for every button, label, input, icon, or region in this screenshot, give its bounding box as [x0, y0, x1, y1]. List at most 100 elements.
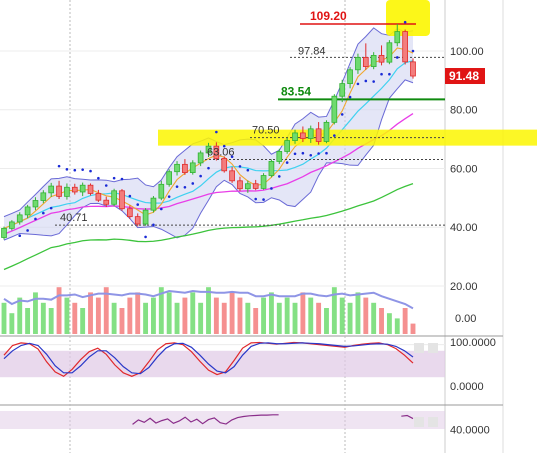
candle-body: [260, 175, 267, 189]
volume-bar: [261, 297, 266, 334]
volume-bar: [300, 292, 306, 334]
sar-dot: [112, 176, 116, 180]
price-tick-label: 60.00: [450, 163, 478, 175]
osc-panel-button-2[interactable]: [428, 343, 438, 353]
level-83-label: 83.54: [281, 84, 311, 98]
volume-bar: [206, 287, 211, 334]
volume-bar: [198, 302, 204, 334]
parabolic-sar-layer: [18, 20, 415, 239]
sar-dot: [128, 194, 132, 198]
last-price-tag: [445, 68, 485, 85]
candle-body: [24, 206, 31, 216]
sar-dot: [120, 177, 124, 181]
sar-dot: [34, 217, 37, 221]
volume-bar: [410, 323, 416, 334]
candle-body: [150, 197, 157, 211]
volume-bar: [95, 297, 101, 334]
volume-bar: [56, 287, 62, 334]
candle-body: [197, 152, 204, 164]
sar-dot: [97, 176, 100, 180]
bollinger-lower-line: [3, 79, 414, 241]
sar-dot: [42, 211, 45, 215]
sar-dot: [372, 80, 375, 83]
ind-panel-button-1[interactable]: [414, 417, 424, 427]
candle-body: [378, 54, 385, 63]
price-tick-label: 20.00: [450, 281, 478, 293]
osc-panel-button-1[interactable]: [414, 343, 424, 353]
volume-bar: [25, 308, 31, 334]
volume-bar: [127, 297, 133, 334]
sar-dot: [246, 168, 250, 172]
candle-body: [189, 162, 196, 173]
volume-bar: [386, 313, 392, 334]
annotation-layer: 109.20 97.84 83.54 70.50 63.06 40.71 91.48: [60, 9, 485, 224]
high-label: 109.20: [310, 9, 347, 23]
candle-body: [64, 186, 70, 197]
sma-mid-line: [3, 60, 414, 229]
volume-bar: [158, 287, 164, 334]
last-price-label: 91.48: [449, 69, 479, 83]
candle-body: [205, 145, 212, 154]
candle-body: [213, 145, 220, 159]
volume-bar: [182, 297, 188, 334]
axis-layer: 100.00 80.00 60.00 40.00 20.00 0.00 100.0000 0.…: [450, 46, 496, 437]
volume-bar: [17, 297, 23, 334]
candle-body: [268, 161, 275, 176]
volume-bar: [72, 302, 78, 334]
sar-dot: [348, 95, 352, 99]
volume-bar: [80, 308, 86, 334]
candle-body: [40, 192, 47, 201]
volume-bar: [1, 302, 7, 334]
sar-dot: [262, 198, 265, 201]
sar-dot: [317, 152, 320, 155]
sar-dot: [191, 182, 195, 185]
sar-dot: [136, 203, 140, 206]
sar-dot: [144, 235, 147, 239]
candle-body: [16, 214, 23, 223]
volume-bar: [363, 297, 369, 334]
moving-average-layer: [3, 47, 414, 271]
indicator-line: [401, 414, 414, 420]
sar-dot: [65, 168, 69, 171]
candle-body: [32, 200, 39, 208]
volume-bar: [339, 297, 345, 334]
indicator-line: [132, 414, 279, 425]
sar-dot: [57, 164, 61, 168]
candle-body: [142, 209, 149, 225]
sar-dot: [301, 151, 305, 155]
sar-dot: [18, 234, 22, 238]
sar-dot: [49, 206, 53, 210]
volume-bar: [394, 318, 400, 334]
sar-dot: [340, 113, 344, 116]
sar-dot: [309, 153, 313, 157]
volume-bar: [88, 292, 93, 334]
volume-bar: [213, 297, 219, 334]
volume-bar: [347, 302, 353, 334]
candle-body: [166, 171, 173, 185]
sar-dot: [356, 82, 360, 86]
volume-bar: [119, 308, 125, 334]
volume-bar: [237, 297, 243, 334]
sar-dot: [89, 169, 92, 173]
volume-tick-label: 0.00: [455, 313, 476, 325]
oscillator-layer: [0, 341, 445, 378]
candle-body: [252, 183, 259, 189]
oscillator-tick-label: 100.0000: [450, 337, 496, 349]
candle-body: [111, 190, 117, 205]
sar-dot: [285, 161, 289, 164]
sar-dot: [175, 185, 179, 188]
candle-body: [119, 190, 125, 210]
candle-body: [134, 216, 141, 225]
sar-dot: [277, 175, 281, 178]
candle-body: [362, 57, 369, 67]
volume-bar: [64, 297, 70, 334]
ind-panel-button-2[interactable]: [428, 417, 438, 427]
sar-dot: [388, 72, 391, 76]
candle-body: [307, 128, 314, 139]
sma-slow-line: [3, 112, 414, 235]
volume-bar: [103, 287, 109, 334]
level-40-label: 40.71: [60, 212, 88, 224]
candle-body: [402, 31, 408, 63]
level-lines-layer: [55, 0, 537, 226]
